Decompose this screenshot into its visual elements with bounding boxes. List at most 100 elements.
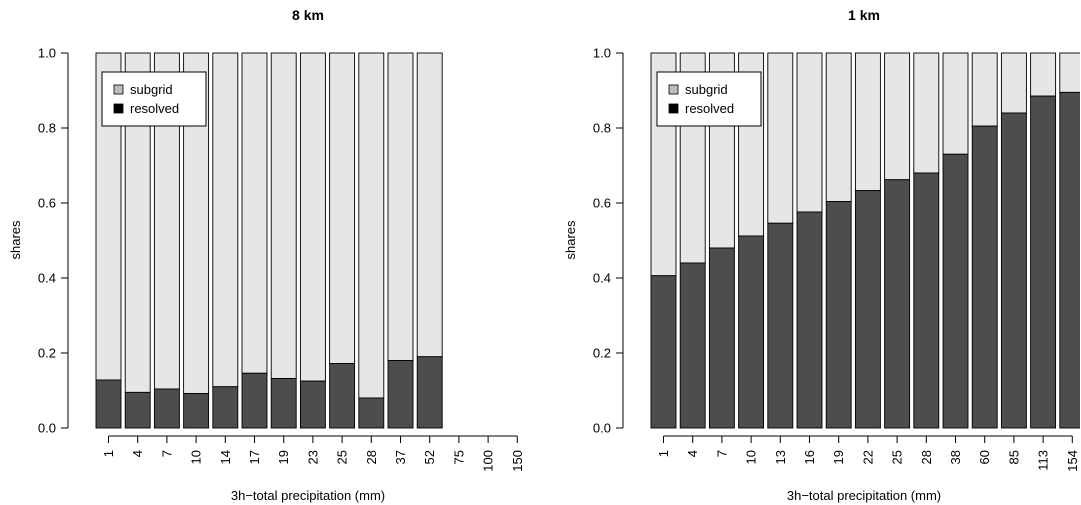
x-tick-label: 1 (656, 450, 671, 457)
bar-resolved-22 (854, 190, 881, 429)
bar-resolved-13 (767, 222, 794, 429)
bar-subgrid-25 (884, 52, 911, 181)
y-tick-label: 0.8 (38, 121, 56, 136)
x-tick-label: 75 (451, 450, 466, 464)
bar-subgrid-13 (767, 52, 794, 224)
bar-subgrid-154 (1059, 52, 1080, 93)
x-tick-label: 16 (802, 450, 817, 464)
x-tick-label: 28 (364, 450, 379, 464)
bar-subgrid-23 (299, 52, 326, 382)
y-tick-label: 0.6 (38, 196, 56, 211)
bar-subgrid-16 (796, 52, 823, 213)
y-tick-label: 0.2 (593, 346, 611, 361)
y-axis: 0.0 0.2 0.4 0.6 0.8 1.0 (593, 46, 624, 436)
bar-resolved-37 (387, 360, 414, 429)
x-tick-label: 85 (1006, 450, 1021, 464)
x-tick-label: 38 (948, 450, 963, 464)
x-tick-label: 4 (685, 450, 700, 457)
bar-resolved-4 (679, 262, 706, 429)
legend-label-subgrid: subgrid (685, 82, 728, 97)
bar-subgrid-52 (416, 52, 443, 358)
x-tick-label: 150 (510, 450, 525, 472)
bar-resolved-7 (708, 247, 735, 429)
bar-resolved-1 (95, 379, 122, 429)
bar-subgrid-25 (329, 52, 356, 364)
y-tick-label: 0.0 (38, 421, 56, 436)
x-tick-label: 154 (1065, 450, 1080, 472)
chart-title: 8 km (292, 7, 324, 23)
x-axis: 1 4 7 10 13 16 19 22 25 28 38 60 85 113 154 (656, 435, 1080, 472)
bar-resolved-25 (884, 179, 911, 429)
bar-resolved-7 (153, 388, 180, 429)
legend-swatch-subgrid (113, 84, 124, 95)
x-axis-label: 3h−total precipitation (mm) (787, 488, 941, 503)
x-tick-label: 100 (481, 450, 496, 472)
x-tick-label: 28 (919, 450, 934, 464)
bar-resolved-60 (971, 125, 998, 429)
x-tick-label: 14 (218, 450, 233, 464)
x-tick-label: 19 (831, 450, 846, 464)
bar-resolved-10 (738, 235, 765, 429)
legend: subgrid resolved (656, 71, 762, 127)
y-tick-label: 0.8 (593, 121, 611, 136)
bar-subgrid-19 (270, 52, 297, 379)
x-tick-label: 25 (335, 450, 350, 464)
x-tick-label: 60 (977, 450, 992, 464)
y-tick-label: 0.6 (593, 196, 611, 211)
bar-resolved-154 (1059, 91, 1080, 429)
bar-resolved-38 (942, 153, 969, 429)
legend-box (101, 71, 207, 127)
legend-box (656, 71, 762, 127)
bar-resolved-1 (650, 275, 677, 429)
y-tick-label: 1.0 (38, 46, 56, 61)
y-axis-label: shares (8, 220, 23, 260)
legend-swatch-subgrid (668, 84, 679, 95)
bar-resolved-17 (241, 372, 268, 429)
x-axis: 1 4 7 10 14 17 19 23 25 28 37 52 75 100 150 (101, 435, 525, 472)
x-tick-label: 10 (744, 450, 759, 464)
x-tick-label: 4 (130, 450, 145, 457)
bar-subgrid-113 (1030, 52, 1057, 97)
legend-label-resolved: resolved (685, 101, 734, 116)
bar-subgrid-28 (358, 52, 385, 399)
bar-subgrid-22 (854, 52, 881, 192)
bar-resolved-25 (329, 363, 356, 429)
bar-subgrid-38 (942, 52, 969, 155)
bar-resolved-85 (1000, 112, 1027, 429)
legend-swatch-resolved (668, 103, 679, 114)
bar-subgrid-14 (212, 52, 239, 388)
bar-resolved-4 (124, 391, 151, 429)
bar-resolved-113 (1030, 95, 1057, 429)
bar-subgrid-37 (387, 52, 414, 361)
bar-resolved-28 (358, 397, 385, 429)
bar-resolved-19 (270, 378, 297, 429)
x-tick-label: 22 (860, 450, 875, 464)
bar-resolved-16 (796, 211, 823, 429)
x-tick-label: 19 (276, 450, 291, 464)
chart-title: 1 km (848, 7, 880, 23)
bar-resolved-10 (183, 393, 210, 429)
y-tick-label: 0.0 (593, 421, 611, 436)
bar-subgrid-60 (971, 52, 998, 127)
bar-resolved-23 (299, 380, 326, 429)
x-tick-label: 10 (189, 450, 204, 464)
bar-resolved-52 (416, 356, 443, 429)
x-axis-label: 3h−total precipitation (mm) (231, 488, 385, 503)
x-tick-label: 13 (773, 450, 788, 464)
x-tick-label: 7 (714, 450, 729, 457)
x-tick-label: 7 (159, 450, 174, 457)
x-tick-label: 52 (422, 450, 437, 464)
x-tick-label: 37 (393, 450, 408, 464)
bar-subgrid-28 (913, 52, 940, 174)
x-tick-label: 1 (101, 450, 116, 457)
bar-resolved-14 (212, 386, 239, 429)
legend-label-subgrid: subgrid (130, 82, 173, 97)
legend-swatch-resolved (113, 103, 124, 114)
x-tick-label: 25 (890, 450, 905, 464)
legend-label-resolved: resolved (130, 101, 179, 116)
y-tick-label: 0.2 (38, 346, 56, 361)
y-tick-label: 0.4 (593, 271, 611, 286)
y-axis: 0.0 0.2 0.4 0.6 0.8 1.0 (38, 46, 69, 436)
y-tick-label: 1.0 (593, 46, 611, 61)
legend: subgrid resolved (101, 71, 207, 127)
